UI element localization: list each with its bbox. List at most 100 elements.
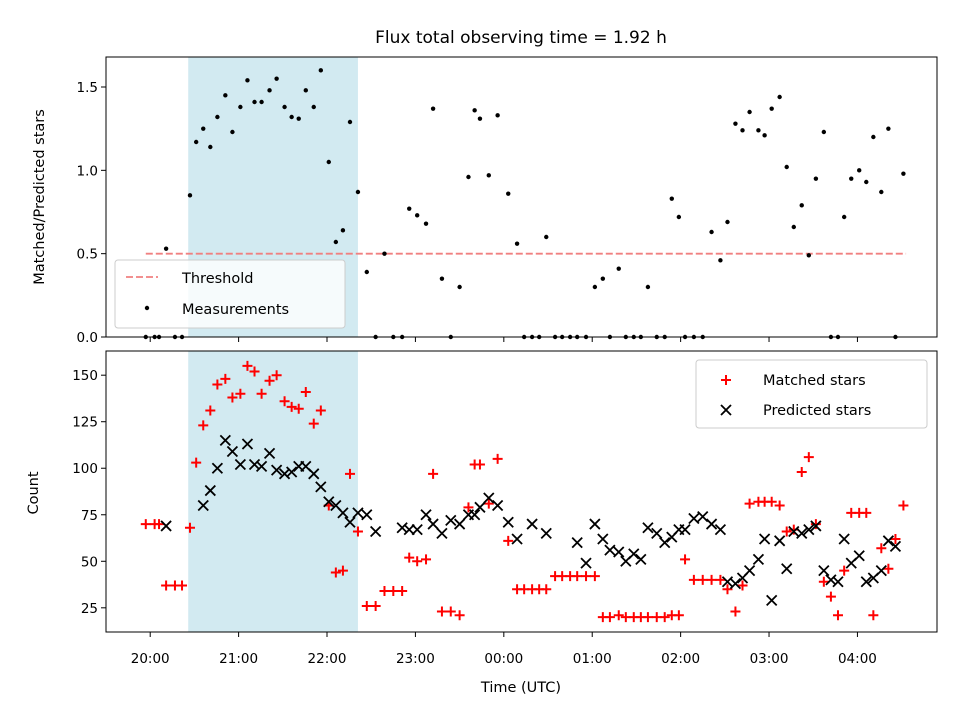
- predicted-star-point: [511, 533, 523, 545]
- x-tick-label: 22:00: [308, 651, 347, 667]
- matched-star-point: [379, 586, 390, 597]
- data-point: [806, 253, 812, 258]
- matched-star-point: [177, 580, 188, 591]
- data-point: [439, 276, 445, 281]
- data-point: [340, 228, 346, 233]
- matched-star-point: [205, 405, 216, 416]
- matched-star-point: [774, 500, 785, 511]
- data-point: [282, 104, 287, 110]
- data-point: [289, 114, 294, 120]
- matched-star-point: [688, 574, 699, 585]
- legend-box: [695, 359, 928, 429]
- matched-star-point: [361, 600, 372, 611]
- legend-matched-swatch: [721, 375, 731, 385]
- matched-star-point: [673, 610, 684, 621]
- predicted-star-point: [743, 564, 756, 577]
- matched-star-point: [191, 457, 202, 468]
- predicted-star-point: [411, 524, 423, 536]
- predicted-star-point: [604, 544, 616, 556]
- predicted-star-point: [469, 509, 481, 521]
- y-tick-label: 50: [81, 554, 98, 570]
- matched-star-point: [454, 610, 465, 621]
- predicted-star-point: [540, 527, 552, 540]
- predicted-star-point: [758, 533, 771, 545]
- predicted-star-point: [882, 535, 895, 547]
- x-tick-label: 20:00: [131, 651, 170, 667]
- data-point: [187, 193, 193, 198]
- matched-star-point: [474, 459, 485, 470]
- legend-box: [114, 259, 346, 329]
- predicted-star-point: [774, 535, 786, 547]
- predicted-star-point: [597, 533, 609, 545]
- predicted-star-point: [211, 462, 224, 474]
- data-point: [841, 214, 847, 220]
- matched-star-point: [796, 466, 807, 477]
- matched-star-point: [404, 552, 415, 563]
- data-point: [514, 241, 520, 246]
- data-point: [486, 173, 491, 178]
- matched-star-point: [861, 507, 872, 518]
- predicted-star-point: [403, 524, 415, 536]
- predicted-star-point: [875, 564, 887, 577]
- data-point: [813, 176, 819, 181]
- predicted-star-point: [219, 434, 231, 446]
- x-tick-label: 01:00: [573, 651, 612, 667]
- data-point: [821, 129, 827, 135]
- data-point: [886, 126, 891, 131]
- data-point: [274, 76, 279, 81]
- matched-star-point: [613, 610, 624, 621]
- predicted-star-point: [642, 522, 654, 534]
- chart-title: Flux total observing time = 1.92 h: [375, 28, 667, 48]
- predicted-star-point: [860, 576, 872, 588]
- y-tick-label: 1.0: [77, 163, 98, 179]
- predicted-star-point: [323, 496, 335, 508]
- matched-star-point: [492, 453, 503, 464]
- matched-star-point: [890, 533, 901, 544]
- matched-star-point: [412, 556, 423, 567]
- legend-predicted-swatch: [720, 404, 732, 416]
- predicted-star-point: [453, 518, 466, 530]
- predicted-star-point: [628, 548, 640, 560]
- data-point: [259, 99, 264, 105]
- matched-star-point: [839, 565, 850, 576]
- legend: Threshold Measurements: [114, 259, 346, 329]
- predicted-star-point: [659, 537, 671, 549]
- data-point: [495, 113, 500, 118]
- data-point: [318, 68, 324, 73]
- predicted-star-point: [234, 458, 247, 471]
- predicted-star-point: [344, 516, 356, 528]
- matched-star-point: [154, 519, 165, 530]
- predicted-star-point: [705, 518, 718, 530]
- legend-measurements-swatch: [144, 305, 150, 311]
- matched-star-point: [541, 584, 552, 595]
- matched-star-point: [744, 498, 755, 509]
- matched-star-point: [572, 571, 583, 582]
- matched-star-point: [463, 502, 474, 513]
- matched-star-point: [421, 554, 432, 565]
- matched-star-point: [706, 574, 717, 585]
- matched-star-point: [428, 468, 439, 479]
- matched-star-point: [279, 396, 290, 407]
- matched-star-point: [256, 388, 267, 399]
- legend: Matched stars Predicted stars: [695, 359, 928, 429]
- predicted-star-point: [315, 481, 327, 493]
- data-point: [252, 99, 257, 105]
- data-point: [223, 93, 228, 98]
- data-point: [215, 114, 220, 120]
- data-point: [506, 191, 511, 196]
- data-point: [600, 276, 606, 281]
- predicted-star-point: [474, 501, 486, 513]
- y-tick-label: 150: [72, 368, 98, 384]
- predicted-star-point: [396, 522, 408, 534]
- matched-star-point: [388, 586, 399, 597]
- predicted-star-point: [427, 518, 439, 530]
- x-tick-label: 03:00: [750, 651, 789, 667]
- matched-star-point: [242, 360, 253, 371]
- matched-star-point: [659, 612, 670, 623]
- data-point: [326, 159, 331, 165]
- predicted-star-point: [589, 518, 601, 530]
- data-point: [466, 174, 471, 180]
- matched-star-point: [337, 565, 348, 576]
- plot-frame: [105, 56, 938, 338]
- y-tick-label: 0.0: [77, 330, 98, 346]
